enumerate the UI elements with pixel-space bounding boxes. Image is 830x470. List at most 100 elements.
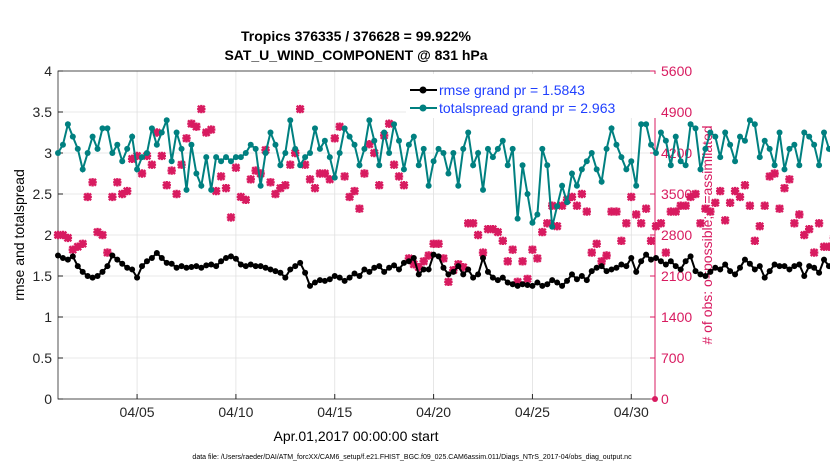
rmse-point <box>292 263 299 270</box>
rmse-point <box>396 266 403 273</box>
totalspread-point <box>331 174 338 181</box>
totalspread-point <box>598 178 605 185</box>
obs-point <box>582 207 592 216</box>
rmse-point <box>598 263 605 270</box>
totalspread-point <box>336 150 343 156</box>
rmse-point <box>124 264 131 271</box>
totalspread-point <box>173 129 180 136</box>
totalspread-point <box>692 125 699 132</box>
rmse-point <box>539 282 546 289</box>
obs-point <box>419 257 428 266</box>
rmse-point <box>514 282 521 289</box>
obs-point <box>320 169 330 178</box>
obs-point <box>365 139 374 149</box>
obs-assimilated-series <box>53 104 830 287</box>
rmse-point <box>568 271 575 278</box>
obs-point <box>587 248 596 257</box>
legend-box <box>406 74 656 118</box>
rmse-point <box>430 251 437 258</box>
obs-point <box>58 230 68 240</box>
obs-point <box>770 169 779 178</box>
rmse-point <box>638 258 645 265</box>
obs-point <box>394 172 404 181</box>
obs-point <box>607 207 616 216</box>
rmse-point <box>282 274 289 281</box>
rmse-point <box>489 274 496 281</box>
rmse-point <box>148 254 155 261</box>
totalspread-point <box>213 154 220 161</box>
rmse-point <box>549 277 556 284</box>
obs-point <box>780 183 789 193</box>
rmse-point <box>307 282 314 289</box>
rmse-point <box>707 268 714 275</box>
totalspread-point <box>232 154 239 161</box>
rmse-series <box>55 250 830 289</box>
obs-point <box>468 219 478 228</box>
rmse-point <box>801 273 808 279</box>
totalspread-point <box>55 150 61 156</box>
rmse-point <box>470 274 477 281</box>
obs-point <box>424 251 433 260</box>
obs-point <box>725 198 735 208</box>
obs-point <box>132 151 142 161</box>
obs-point <box>701 204 710 213</box>
rmse-point <box>766 268 773 275</box>
totalspread-point <box>480 186 487 193</box>
obs-point <box>518 257 527 266</box>
rmse-point <box>242 263 249 270</box>
totalspread-point <box>287 117 294 124</box>
totalspread-point <box>465 129 472 136</box>
totalspread-point <box>791 141 798 148</box>
totalspread-point <box>59 141 66 148</box>
obs-point <box>340 172 349 181</box>
totalspread-point <box>134 166 141 173</box>
totalspread-point <box>208 186 215 193</box>
totalspread-point <box>381 129 388 136</box>
totalspread-point <box>776 129 783 136</box>
y2-tick-label: 700 <box>661 350 685 366</box>
obs-point <box>622 219 631 228</box>
totalspread-point <box>460 145 467 152</box>
rmse-point <box>727 268 734 275</box>
rmse-point <box>756 263 763 270</box>
obs-point <box>671 207 681 216</box>
totalspread-point <box>311 125 318 132</box>
totalspread-point <box>262 150 269 156</box>
obs-point <box>503 257 512 266</box>
obs-point <box>745 201 755 210</box>
totalspread-point <box>321 137 328 144</box>
obs-point <box>290 148 300 158</box>
totalspread-point <box>425 182 432 189</box>
rmse-point <box>593 264 600 271</box>
totalspread-point <box>94 145 101 152</box>
totalspread-point <box>628 158 635 165</box>
obs-point <box>804 224 814 234</box>
obs-point <box>785 175 794 184</box>
totalspread-point <box>297 162 304 169</box>
totalspread-point <box>766 145 773 152</box>
obs-point <box>192 122 201 131</box>
totalspread-point <box>218 158 225 165</box>
obs-point <box>439 254 448 263</box>
obs-point <box>211 186 221 196</box>
totalspread-point <box>193 170 200 177</box>
totalspread-point <box>771 162 778 169</box>
totalspread-point <box>825 145 830 152</box>
obs-point <box>325 175 335 184</box>
totalspread-point <box>821 129 828 136</box>
totalspread-point <box>163 117 170 124</box>
totalspread-point <box>410 133 417 140</box>
obs-point <box>735 192 745 202</box>
obs-point <box>330 134 340 143</box>
totalspread-point <box>737 133 744 140</box>
obs-point <box>666 207 676 216</box>
totalspread-point <box>722 129 729 136</box>
totalspread-point <box>203 154 210 161</box>
totalspread-point <box>247 141 254 148</box>
totalspread-point <box>796 162 803 169</box>
rmse-point <box>79 268 86 275</box>
rmse-point <box>504 279 511 286</box>
rmse-point <box>252 263 259 270</box>
rmse-point <box>475 271 482 278</box>
obs-point <box>63 233 73 243</box>
